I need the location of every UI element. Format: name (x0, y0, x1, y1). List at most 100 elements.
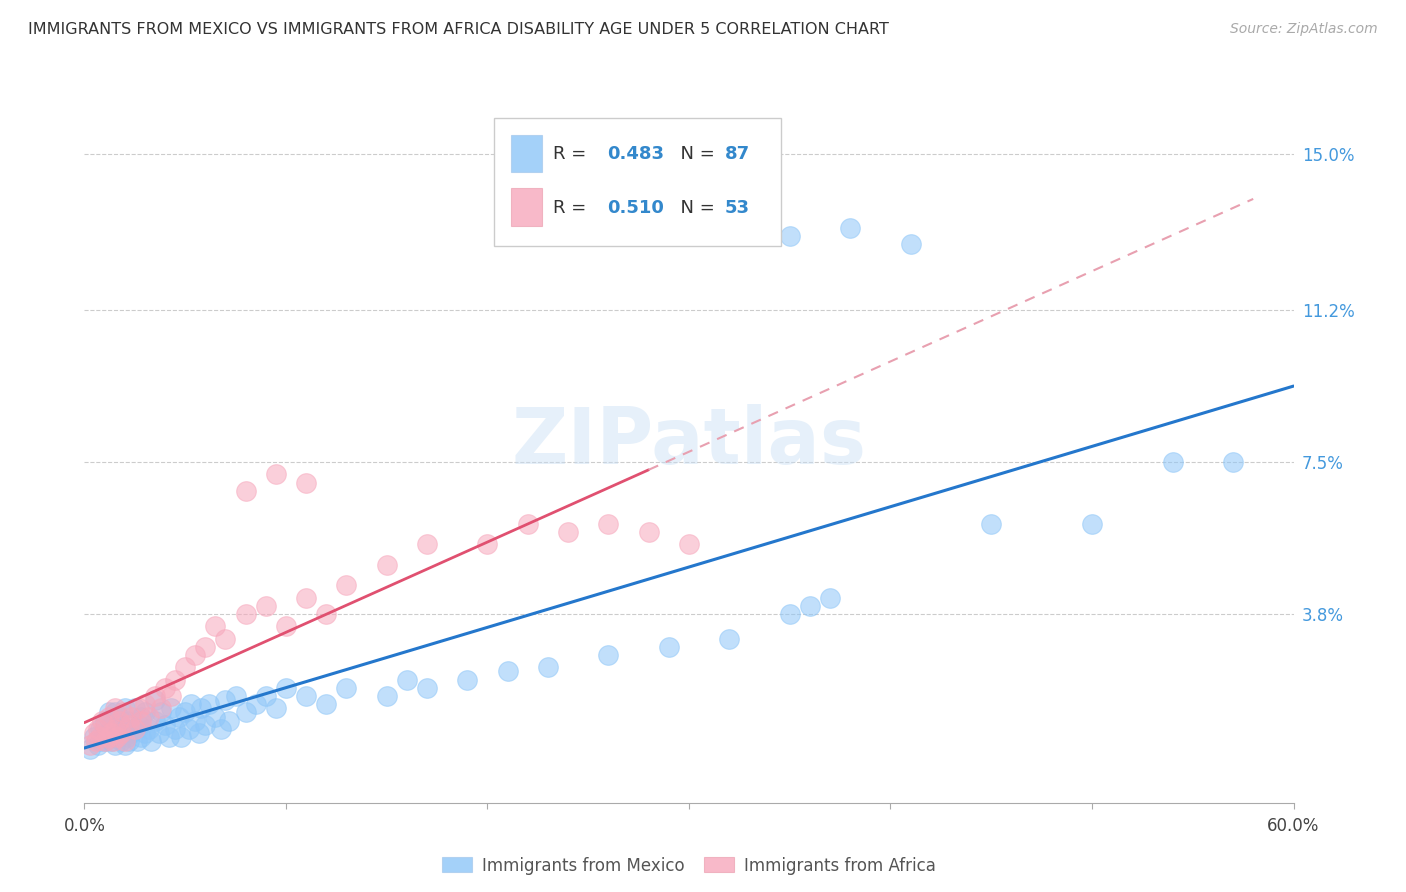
Point (143, 714, 166, 728)
Point (149, 701, 172, 715)
Point (114, 739, 136, 753)
Point (179, 722, 201, 736)
Point (375, 558, 398, 572)
Point (214, 693, 236, 707)
Point (204, 619, 226, 633)
Point (165, 722, 187, 736)
Point (779, 229, 801, 244)
Point (165, 673, 187, 687)
Point (104, 701, 127, 715)
Point (167, 709, 190, 723)
Legend: Immigrants from Mexico, Immigrants from Africa: Immigrants from Mexico, Immigrants from … (434, 850, 943, 881)
Point (97, 730, 120, 744)
Point (225, 689, 247, 703)
Point (209, 722, 232, 736)
Point (254, 689, 277, 703)
Text: R =: R = (554, 199, 592, 217)
Point (658, 640, 681, 654)
Point (180, 698, 202, 712)
Point (335, 578, 357, 592)
Point (87, 722, 110, 736)
Point (87, 739, 110, 753)
Point (115, 730, 138, 744)
Point (194, 640, 217, 654)
Point (83, 726, 105, 740)
Point (100, 726, 122, 740)
Point (245, 698, 267, 712)
Point (194, 718, 217, 732)
Point (134, 726, 156, 740)
Point (264, 701, 287, 715)
Point (900, 237, 922, 252)
Point (678, 537, 700, 551)
Point (129, 714, 152, 728)
Point (184, 648, 207, 662)
Point (598, 516, 620, 531)
Point (107, 709, 129, 723)
Point (718, 632, 741, 646)
Point (124, 701, 146, 715)
Point (91, 714, 114, 728)
Point (295, 591, 318, 605)
Point (124, 722, 146, 736)
Point (295, 475, 318, 490)
Point (83, 730, 105, 744)
Point (124, 722, 146, 736)
Point (1222, 455, 1244, 469)
Point (264, 467, 287, 482)
Point (104, 739, 127, 753)
Point (89, 722, 111, 736)
Point (110, 726, 132, 740)
Point (174, 660, 197, 674)
Point (97, 706, 120, 720)
Point (637, 524, 659, 539)
Point (114, 701, 136, 715)
Point (335, 681, 357, 695)
Point (105, 730, 128, 744)
Point (218, 714, 240, 728)
Point (235, 483, 257, 498)
Point (295, 689, 318, 703)
Text: N =: N = (669, 199, 720, 217)
Point (107, 714, 129, 728)
Point (125, 734, 148, 748)
Point (97, 726, 120, 740)
Point (100, 718, 122, 732)
Point (274, 619, 297, 633)
Point (980, 516, 1002, 531)
Point (204, 709, 226, 723)
Point (86, 734, 108, 748)
Point (416, 537, 439, 551)
Point (235, 706, 257, 720)
Point (184, 714, 207, 728)
Point (120, 726, 142, 740)
Point (170, 730, 193, 744)
Point (89, 734, 111, 748)
Point (1081, 516, 1104, 531)
Point (315, 698, 337, 712)
Point (143, 689, 166, 703)
Point (839, 221, 862, 235)
Point (143, 693, 166, 707)
Point (1161, 455, 1184, 469)
Point (114, 734, 136, 748)
Point (254, 599, 277, 613)
Point (111, 726, 134, 740)
Point (375, 689, 398, 703)
Point (198, 698, 221, 712)
Point (188, 726, 211, 740)
Text: 0.483: 0.483 (607, 145, 664, 163)
Point (120, 709, 142, 723)
Point (93, 730, 115, 744)
Text: 0.510: 0.510 (607, 199, 664, 217)
Text: ZIPatlas: ZIPatlas (512, 403, 866, 480)
Point (818, 591, 841, 605)
Point (395, 673, 418, 687)
Point (138, 709, 160, 723)
Point (128, 701, 150, 715)
Point (516, 516, 538, 531)
Text: 87: 87 (725, 145, 749, 163)
Point (779, 607, 801, 621)
Point (128, 718, 150, 732)
Point (134, 698, 156, 712)
